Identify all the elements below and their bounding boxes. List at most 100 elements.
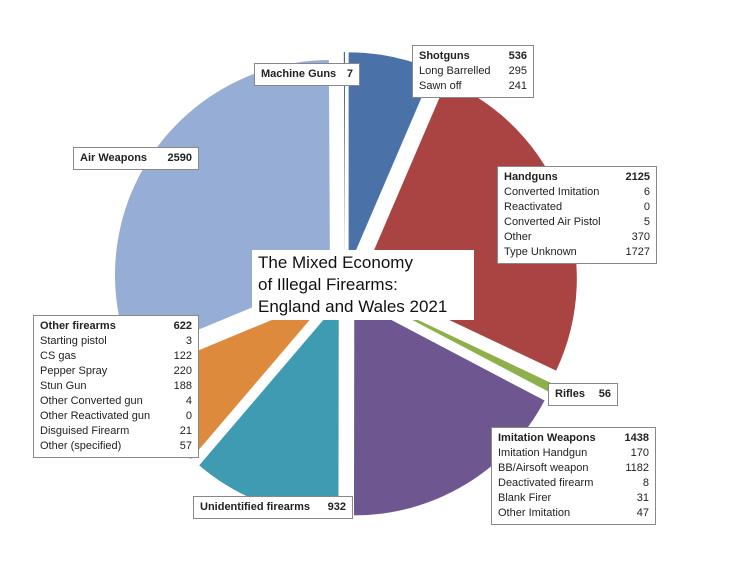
label-row: Sawn off 241	[419, 79, 527, 94]
title-line: England and Wales 2021	[258, 297, 448, 316]
label-row: Reactivated 0	[504, 200, 650, 215]
pie-slice	[199, 301, 339, 517]
item-name: Sawn off	[419, 80, 462, 92]
label-row: Other 370	[504, 230, 650, 245]
item-value: 57	[179, 440, 192, 452]
slice-name: Air Weapons	[80, 152, 148, 164]
title-line: of Illegal Firearms:	[258, 275, 398, 294]
item-name: Reactivated	[504, 201, 563, 213]
item-value: 370	[631, 231, 650, 243]
item-name: Stun Gun	[40, 380, 87, 392]
pie-slice	[353, 300, 545, 516]
slice-name: Unidentified firearms	[200, 501, 311, 513]
slice-name: Handguns	[504, 171, 558, 183]
slice-value: 7	[346, 68, 353, 80]
item-value: 0	[643, 201, 650, 213]
label-row: Other Reactivated gun 0	[40, 409, 192, 424]
slice-value: 56	[598, 388, 611, 400]
label-header: Air Weapons 2590	[80, 151, 192, 166]
slice-value: 2590	[167, 152, 192, 164]
label-row: Converted Imitation 6	[504, 185, 650, 200]
item-value: 0	[185, 410, 192, 422]
label-row: Other (specified) 57	[40, 439, 192, 454]
item-value: 3	[185, 335, 192, 347]
label-header: Handguns 2125	[504, 170, 650, 185]
data-label-box: Imitation Weapons 1438 Imitation Handgun 17…	[491, 427, 656, 525]
data-label-box: Unidentified firearms 932	[193, 496, 353, 519]
slice-name: Rifles	[555, 388, 585, 400]
item-value: 47	[636, 507, 649, 519]
item-name: CS gas	[40, 350, 77, 362]
item-value: 295	[508, 65, 527, 77]
pie-slice	[343, 52, 345, 268]
label-row: BB/Airsoft weapon 1182	[498, 461, 649, 476]
item-name: Disguised Firearm	[40, 425, 130, 437]
item-value: 5	[643, 216, 650, 228]
label-header: Shotguns 536	[419, 49, 527, 64]
item-name: Converted Imitation	[504, 186, 600, 198]
label-row: Deactivated firearm 8	[498, 476, 649, 491]
data-label-box: Air Weapons 2590	[73, 147, 199, 170]
item-name: Converted Air Pistol	[504, 216, 601, 228]
item-name: Type Unknown	[504, 246, 577, 258]
item-value: 4	[185, 395, 192, 407]
label-header: Unidentified firearms 932	[200, 500, 346, 515]
item-value: 170	[630, 447, 649, 459]
item-name: Blank Firer	[498, 492, 552, 504]
item-value: 6	[643, 186, 650, 198]
slice-name: Shotguns	[419, 50, 470, 62]
item-name: Other Reactivated gun	[40, 410, 151, 422]
label-row: Blank Firer 31	[498, 491, 649, 506]
chart-title: The Mixed Economy of Illegal Firearms: Eng…	[252, 250, 474, 320]
slice-name: Machine Guns	[261, 68, 337, 80]
data-label-box: Rifles 56	[548, 383, 618, 406]
label-row: Starting pistol 3	[40, 334, 192, 349]
slice-value: 536	[508, 50, 527, 62]
label-row: Converted Air Pistol 5	[504, 215, 650, 230]
label-header: Rifles 56	[555, 387, 611, 402]
label-row: Stun Gun 188	[40, 379, 192, 394]
item-value: 21	[179, 425, 192, 437]
item-value: 1727	[625, 246, 650, 258]
data-label-box: Shotguns 536 Long Barrelled 295 Sawn off 241	[412, 45, 534, 98]
slice-value: 622	[173, 320, 192, 332]
slice-name: Imitation Weapons	[498, 432, 596, 444]
label-row: Disguised Firearm 21	[40, 424, 192, 439]
item-name: Other	[504, 231, 532, 243]
item-value: 241	[508, 80, 527, 92]
item-name: Imitation Handgun	[498, 447, 588, 459]
item-value: 122	[173, 350, 192, 362]
item-value: 1182	[625, 462, 649, 474]
slice-value: 2125	[625, 171, 650, 183]
pie-slice	[348, 52, 434, 268]
data-label-box: Other firearms 622 Starting pistol 3 CS gas 1…	[33, 315, 199, 458]
label-row: Imitation Handgun 170	[498, 446, 649, 461]
item-name: BB/Airsoft weapon	[498, 462, 589, 474]
label-header: Imitation Weapons 1438	[498, 431, 649, 446]
item-value: 188	[173, 380, 192, 392]
item-name: Pepper Spray	[40, 365, 108, 377]
label-row: CS gas 122	[40, 349, 192, 364]
item-value: 31	[636, 492, 649, 504]
label-row: Long Barrelled 295	[419, 64, 527, 79]
label-row: Pepper Spray 220	[40, 364, 192, 379]
title-line: The Mixed Economy	[258, 253, 413, 272]
data-label-box: Handguns 2125 Converted Imitation 6 Reactiva…	[497, 166, 657, 264]
label-row: Other Converted gun 4	[40, 394, 192, 409]
label-header: Machine Guns 7	[261, 67, 353, 82]
data-label-box: Machine Guns 7	[254, 63, 360, 86]
slice-value: 932	[327, 501, 346, 513]
item-name: Deactivated firearm	[498, 477, 594, 489]
item-name: Starting pistol	[40, 335, 107, 347]
item-name: Other (specified)	[40, 440, 122, 452]
item-value: 8	[642, 477, 649, 489]
slice-name: Other firearms	[40, 320, 116, 332]
label-header: Other firearms 622	[40, 319, 192, 334]
item-name: Other Imitation	[498, 507, 571, 519]
item-name: Other Converted gun	[40, 395, 143, 407]
item-name: Long Barrelled	[419, 65, 491, 77]
item-value: 220	[173, 365, 192, 377]
slice-value: 1438	[624, 432, 649, 444]
label-row: Type Unknown 1727	[504, 245, 650, 260]
